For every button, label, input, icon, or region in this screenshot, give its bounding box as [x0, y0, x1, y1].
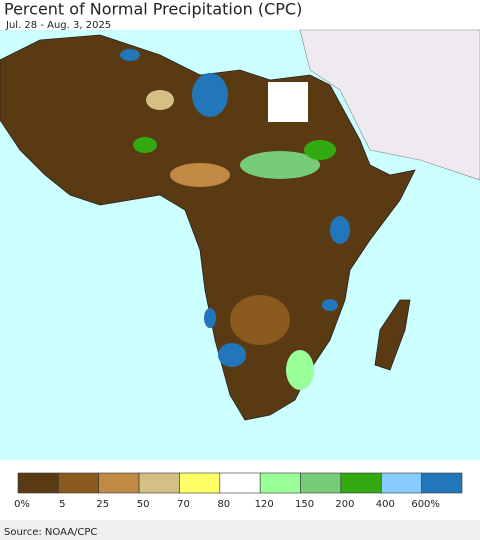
legend-label: 70	[177, 499, 190, 510]
wet-patch	[218, 343, 246, 367]
wet-patch	[322, 299, 338, 311]
outside-region	[299, 29, 480, 181]
legend-swatch	[219, 472, 261, 494]
legend-swatch	[380, 472, 422, 494]
legend-swatch	[259, 472, 301, 494]
legend-swatch	[17, 472, 59, 494]
wet-patch	[192, 73, 228, 117]
legend-label: 600%	[411, 499, 440, 510]
footer	[0, 520, 480, 540]
green-patch	[133, 137, 157, 153]
legend-swatch	[179, 472, 221, 494]
legend-swatch	[98, 472, 140, 494]
legend-label: 0%	[14, 499, 30, 510]
legend-swatch	[58, 472, 100, 494]
legend-label: 5	[59, 499, 65, 510]
legend-swatch	[340, 472, 382, 494]
wet-patch	[330, 216, 350, 244]
wet-patch	[204, 308, 216, 328]
region-normal	[268, 82, 308, 122]
legend-label: 400	[376, 499, 395, 510]
legend-label: 200	[335, 499, 354, 510]
subtitle: Jul. 28 - Aug. 3, 2025	[5, 20, 111, 31]
legend: 0% 5 25 50 70 80 120 150 200 400 600%	[14, 472, 463, 510]
legend-label: 50	[137, 499, 150, 510]
legend-label: 150	[295, 499, 314, 510]
source: Source: NOAA/CPC	[4, 527, 97, 538]
green-patch	[304, 140, 336, 160]
patch	[146, 90, 174, 110]
legend-label: 25	[96, 499, 109, 510]
wet-patch	[120, 49, 140, 61]
legend-swatch	[300, 472, 342, 494]
legend-swatch	[138, 472, 180, 494]
africa	[0, 34, 416, 421]
green-patch	[240, 151, 320, 179]
map	[0, 29, 480, 460]
madagascar	[374, 299, 411, 371]
legend-swatch	[421, 472, 463, 494]
green-patch	[286, 350, 314, 390]
title: Percent of Normal Precipitation (CPC)	[4, 0, 302, 19]
legend-label: 80	[217, 499, 230, 510]
patch	[230, 295, 290, 345]
legend-label: 120	[255, 499, 274, 510]
patch	[170, 163, 230, 187]
